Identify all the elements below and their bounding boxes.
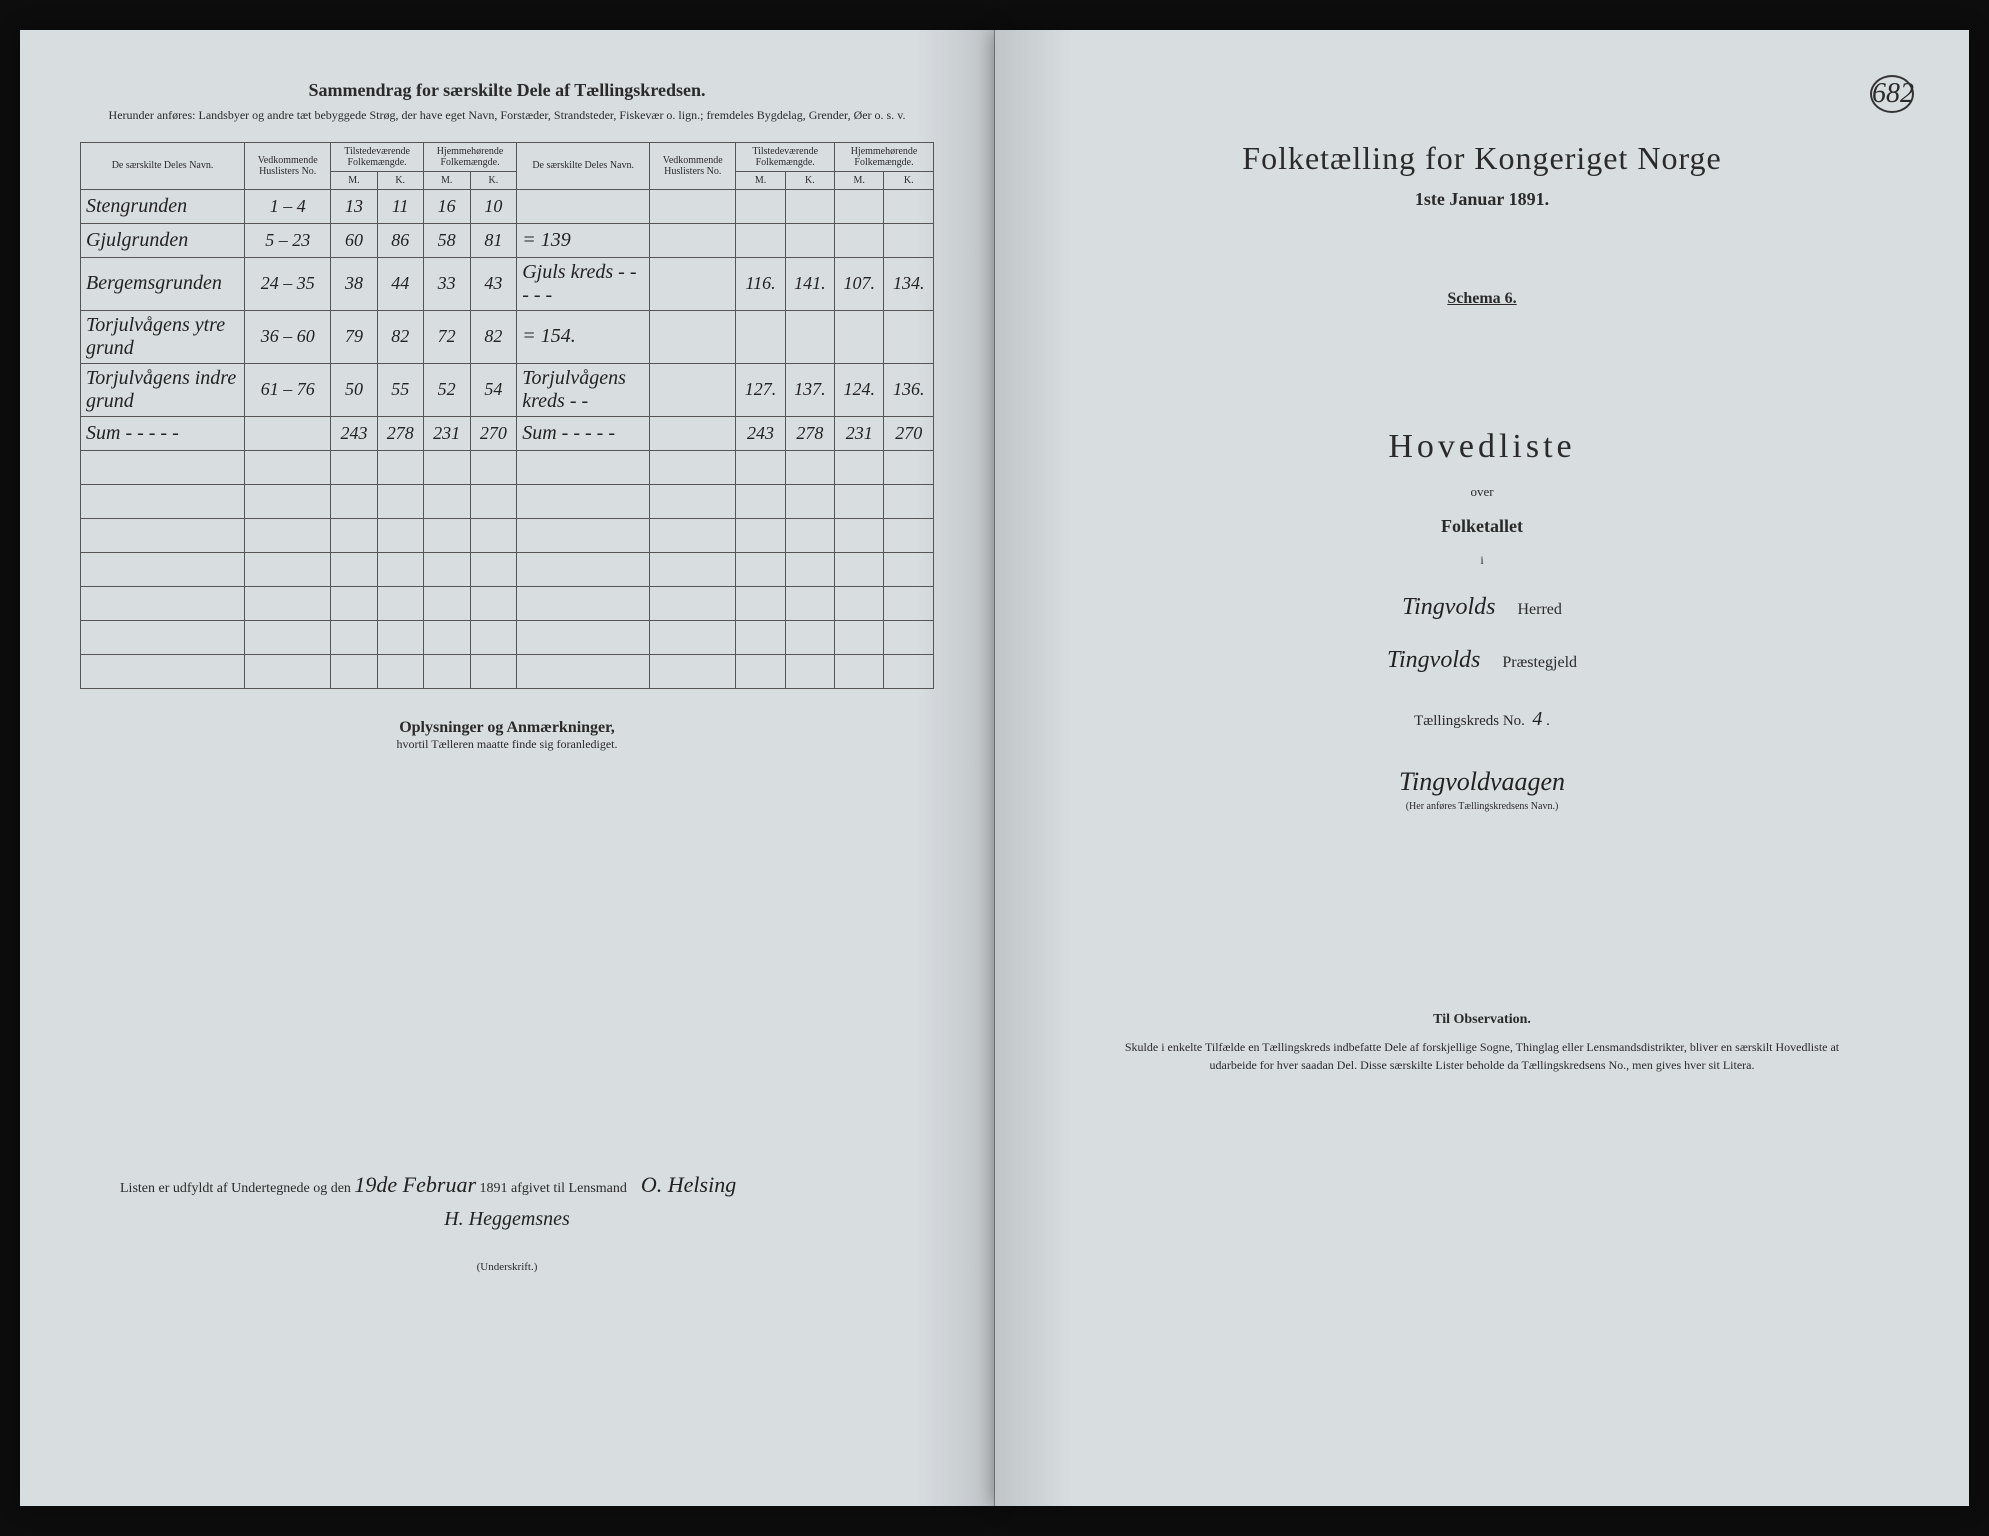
th-nos2: Vedkommende Huslisters No. <box>650 142 736 189</box>
page-number: 682 <box>1870 75 1914 113</box>
kreds-no: 4 <box>1532 708 1542 730</box>
obs-title: Til Observation. <box>1055 1012 1909 1028</box>
th-k: K. <box>470 171 517 189</box>
th-tilst1: Tilstedeværende Folkemængde. <box>331 142 424 171</box>
herred-label: Herred <box>1517 601 1561 618</box>
table-row <box>81 620 934 654</box>
th-name1: De særskilte Deles Navn. <box>81 142 245 189</box>
praeste-row: Tingvolds Præstegjeld <box>1055 647 1909 674</box>
th-hjem1: Hjemmehørende Folkemængde. <box>423 142 516 171</box>
table-row: Sum - - - - -243278231270Sum - - - - -24… <box>81 416 934 450</box>
obs-body: Skulde i enkelte Tilfælde en Tællingskre… <box>1115 1038 1849 1074</box>
sig-date: 19de Februar <box>354 1172 476 1197</box>
left-subtitle: Herunder anføres: Landsbyer og andre tæt… <box>80 107 934 124</box>
table-row: Torjulvågens indre grund61 – 7650555254T… <box>81 363 934 416</box>
table-row <box>81 654 934 688</box>
kreds-name-row: Tingvoldvaagen <box>1055 767 1909 797</box>
th-k: K. <box>785 171 834 189</box>
table-row: Torjulvågens ytre grund36 – 6079827282= … <box>81 310 934 363</box>
th-k: K. <box>884 171 934 189</box>
kreds-name: Tingvoldvaagen <box>1399 767 1565 796</box>
table-row <box>81 484 934 518</box>
schema-label: Schema 6. <box>1055 290 1909 308</box>
kreds-no-row: Tællingskreds No. 4 . <box>1055 708 1909 731</box>
th-m: M. <box>331 171 377 189</box>
book-spread: Sammendrag for særskilte Dele af Tælling… <box>0 0 1989 1536</box>
census-tbody: Stengrunden1 – 413111610 Gjulgrunden5 – … <box>81 189 934 688</box>
sig-name2: H. Heggemsnes <box>444 1208 570 1230</box>
table-row: Gjulgrunden5 – 2360865881= 139 <box>81 223 934 257</box>
praeste-label: Præstegjeld <box>1502 654 1577 671</box>
undersig-label: (Underskrift.) <box>80 1261 934 1273</box>
left-page: Sammendrag for særskilte Dele af Tælling… <box>20 30 995 1506</box>
remarks-title: Oplysninger og Anmærkninger, <box>80 719 934 737</box>
census-date: 1ste Januar 1891. <box>1055 189 1909 210</box>
sig-year: 1891 afgivet til Lensmand <box>480 1181 627 1196</box>
signature-line: Listen er udfyldt af Undertegnede og den… <box>80 1172 934 1198</box>
right-page: 682 Folketælling for Kongeriget Norge 1s… <box>995 30 1969 1506</box>
th-k: K. <box>377 171 423 189</box>
left-title: Sammendrag for særskilte Dele af Tælling… <box>80 80 934 101</box>
i-label: i <box>1055 553 1909 568</box>
remarks-box <box>80 762 934 1122</box>
over-label: over <box>1055 484 1909 500</box>
kreds-label: Tællingskreds No. <box>1414 713 1525 729</box>
herred-row: Tingvolds Herred <box>1055 594 1909 621</box>
table-row <box>81 450 934 484</box>
census-main-title: Folketælling for Kongeriget Norge <box>1055 140 1909 177</box>
th-m: M. <box>835 171 884 189</box>
th-m: M. <box>736 171 785 189</box>
th-m: M. <box>423 171 470 189</box>
th-nos1: Vedkommende Huslisters No. <box>245 142 331 189</box>
th-hjem2: Hjemmehørende Folkemængde. <box>835 142 934 171</box>
table-row <box>81 552 934 586</box>
kreds-name-sub: (Her anføres Tællingskredsens Navn.) <box>1055 801 1909 812</box>
herred-script: Tingvolds <box>1402 594 1495 620</box>
table-row: Stengrunden1 – 413111610 <box>81 189 934 223</box>
table-row: Bergemsgrunden24 – 3538443343Gjuls kreds… <box>81 257 934 310</box>
hovedliste-title: Hovedliste <box>1055 428 1909 466</box>
census-table: De særskilte Deles Navn. Vedkommende Hus… <box>80 142 934 689</box>
remarks-sub: hvortil Tælleren maatte finde sig foranl… <box>80 737 934 752</box>
folketallet-label: Folketallet <box>1055 516 1909 537</box>
sig-pre: Listen er udfyldt af Undertegnede og den <box>120 1181 351 1196</box>
th-name2: De særskilte Deles Navn. <box>517 142 650 189</box>
praeste-script: Tingvolds <box>1387 647 1480 673</box>
th-tilst2: Tilstedeværende Folkemængde. <box>736 142 835 171</box>
table-row <box>81 586 934 620</box>
sig-name1: O. Helsing <box>641 1172 736 1197</box>
table-row <box>81 518 934 552</box>
